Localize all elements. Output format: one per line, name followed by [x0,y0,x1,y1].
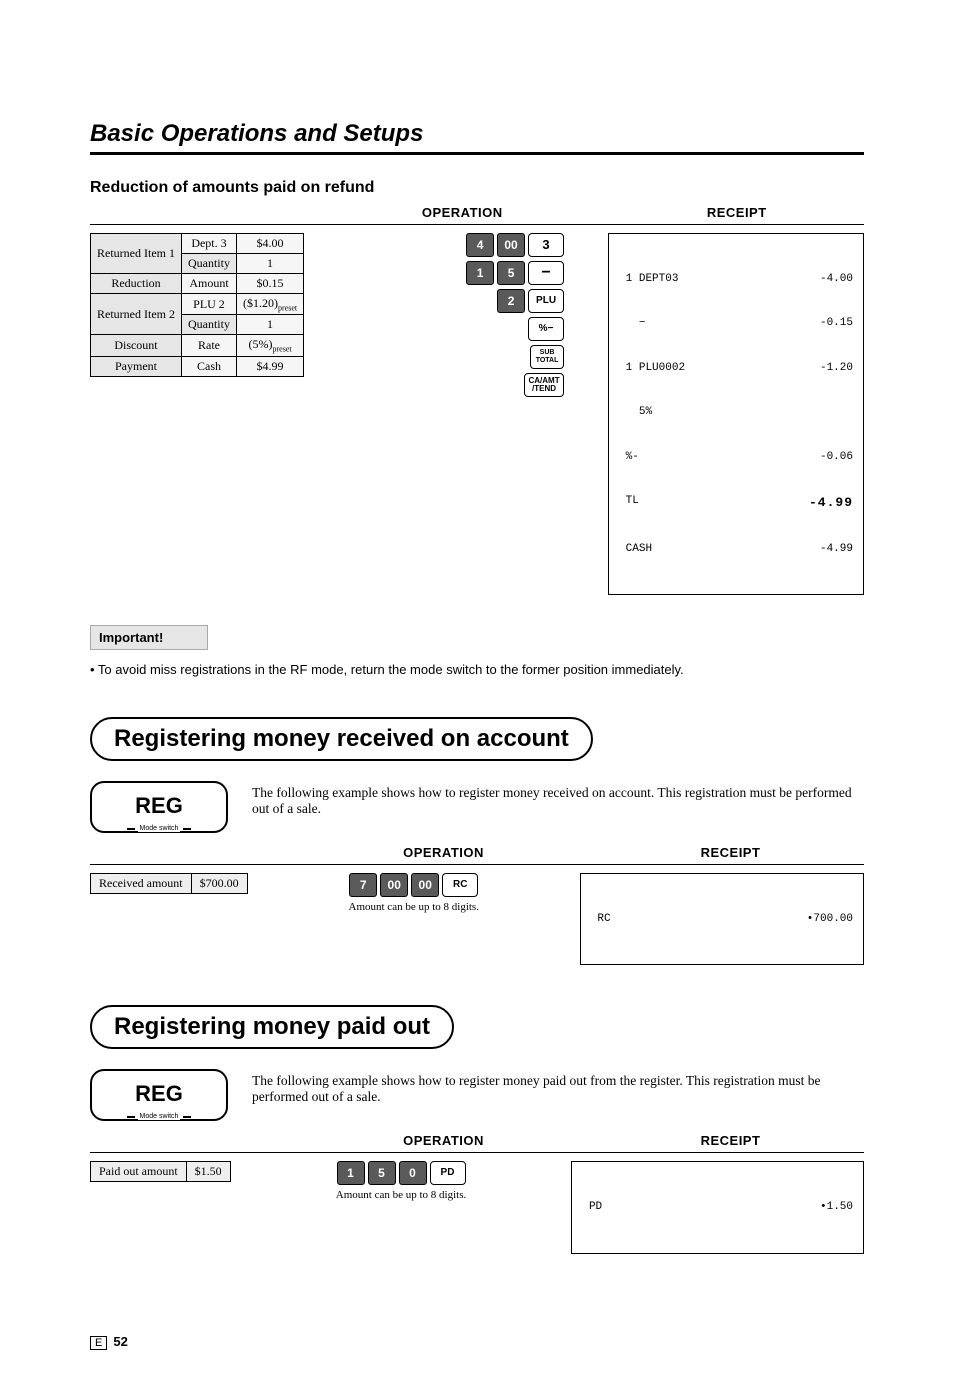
page-number: E52 [90,1334,864,1349]
section-heading: Registering money received on account [90,717,593,761]
key-minus: − [528,261,564,285]
operation-header: OPERATION [310,1133,577,1148]
section-intro: The following example shows how to regis… [252,781,864,817]
key-00: 00 [497,233,525,257]
table-cell: (5%)preset [236,335,303,356]
key-ca-amt-tend: CA/AMT/TEND [524,373,564,397]
table-cell: Received amount [91,874,192,894]
table-cell: Cash [181,356,236,376]
key-00: 00 [411,873,439,897]
key-5: 5 [497,261,525,285]
table-cell: Returned Item 1 [91,234,182,274]
table-cell: ($1.20)preset [236,294,303,315]
key-pd: PD [430,1161,466,1185]
operation-keys: 1 5 0 PD [337,1161,466,1185]
receipt-box: RC•700.00 [580,873,864,965]
table-cell: 1 [236,315,303,335]
table-cell: $4.99 [236,356,303,376]
paidout-table: Paid out amount $1.50 [90,1161,231,1182]
key-plu: PLU [528,289,564,313]
table-cell: Amount [181,274,236,294]
section-heading: Registering money paid out [90,1005,454,1049]
table-cell: $1.50 [186,1162,230,1182]
key-rc: RC [442,873,478,897]
mode-switch-label: Mode switch [138,1113,181,1120]
amount-note: Amount can be up to 8 digits. [255,1189,548,1201]
key-00: 00 [380,873,408,897]
important-label: Important! [90,625,208,650]
receipt-header: RECEIPT [610,205,865,220]
divider [90,1152,864,1153]
key-percent-minus: %− [528,317,564,341]
mode-switch-label: Mode switch [138,825,181,832]
table-cell: Returned Item 2 [91,294,182,335]
receipt-header: RECEIPT [597,845,864,860]
table-cell: Payment [91,356,182,376]
table-cell: $0.15 [236,274,303,294]
table-cell: Paid out amount [91,1162,187,1182]
receipt-box: 1 DEPT03-4.00 −-0.15 1 PLU0002-1.20 5% %… [608,233,864,595]
operation-keys: 4 00 3 1 5 − 2 PLU %− SUB [328,233,584,397]
key-3: 3 [528,233,564,257]
table-cell: Quantity [181,254,236,274]
table-cell: Reduction [91,274,182,294]
divider [90,224,864,225]
key-2: 2 [497,289,525,313]
table-cell: Rate [181,335,236,356]
receipt-header: RECEIPT [597,1133,864,1148]
table-cell: $700.00 [191,874,247,894]
key-0: 0 [399,1161,427,1185]
amount-note: Amount can be up to 8 digits. [272,901,556,913]
key-7: 7 [349,873,377,897]
receipt-box: PD•1.50 [571,1161,864,1253]
reg-badge: REG Mode switch [90,781,228,833]
key-4: 4 [466,233,494,257]
table-cell: Dept. 3 [181,234,236,254]
key-1: 1 [337,1161,365,1185]
operation-keys: 7 00 00 RC [349,873,478,897]
table-cell: Quantity [181,315,236,335]
operation-header: OPERATION [335,205,590,220]
section-subtitle: Reduction of amounts paid on refund [90,179,864,197]
section-intro: The following example shows how to regis… [252,1069,864,1105]
reg-label: REG [114,1081,204,1107]
key-1: 1 [466,261,494,285]
reg-label: REG [114,793,204,819]
table-cell: Discount [91,335,182,356]
refund-table: Returned Item 1 Dept. 3 $4.00 Quantity 1… [90,233,304,377]
chapter-title: Basic Operations and Setups [90,120,864,155]
page-language-mark: E [90,1336,107,1350]
table-cell: 1 [236,254,303,274]
divider [90,864,864,865]
key-subtotal: SUBTOTAL [530,345,564,369]
table-cell: PLU 2 [181,294,236,315]
received-table: Received amount $700.00 [90,873,248,894]
important-text: • To avoid miss registrations in the RF … [90,662,864,677]
reg-badge: REG Mode switch [90,1069,228,1121]
operation-header: OPERATION [310,845,577,860]
key-5: 5 [368,1161,396,1185]
table-cell: $4.00 [236,234,303,254]
